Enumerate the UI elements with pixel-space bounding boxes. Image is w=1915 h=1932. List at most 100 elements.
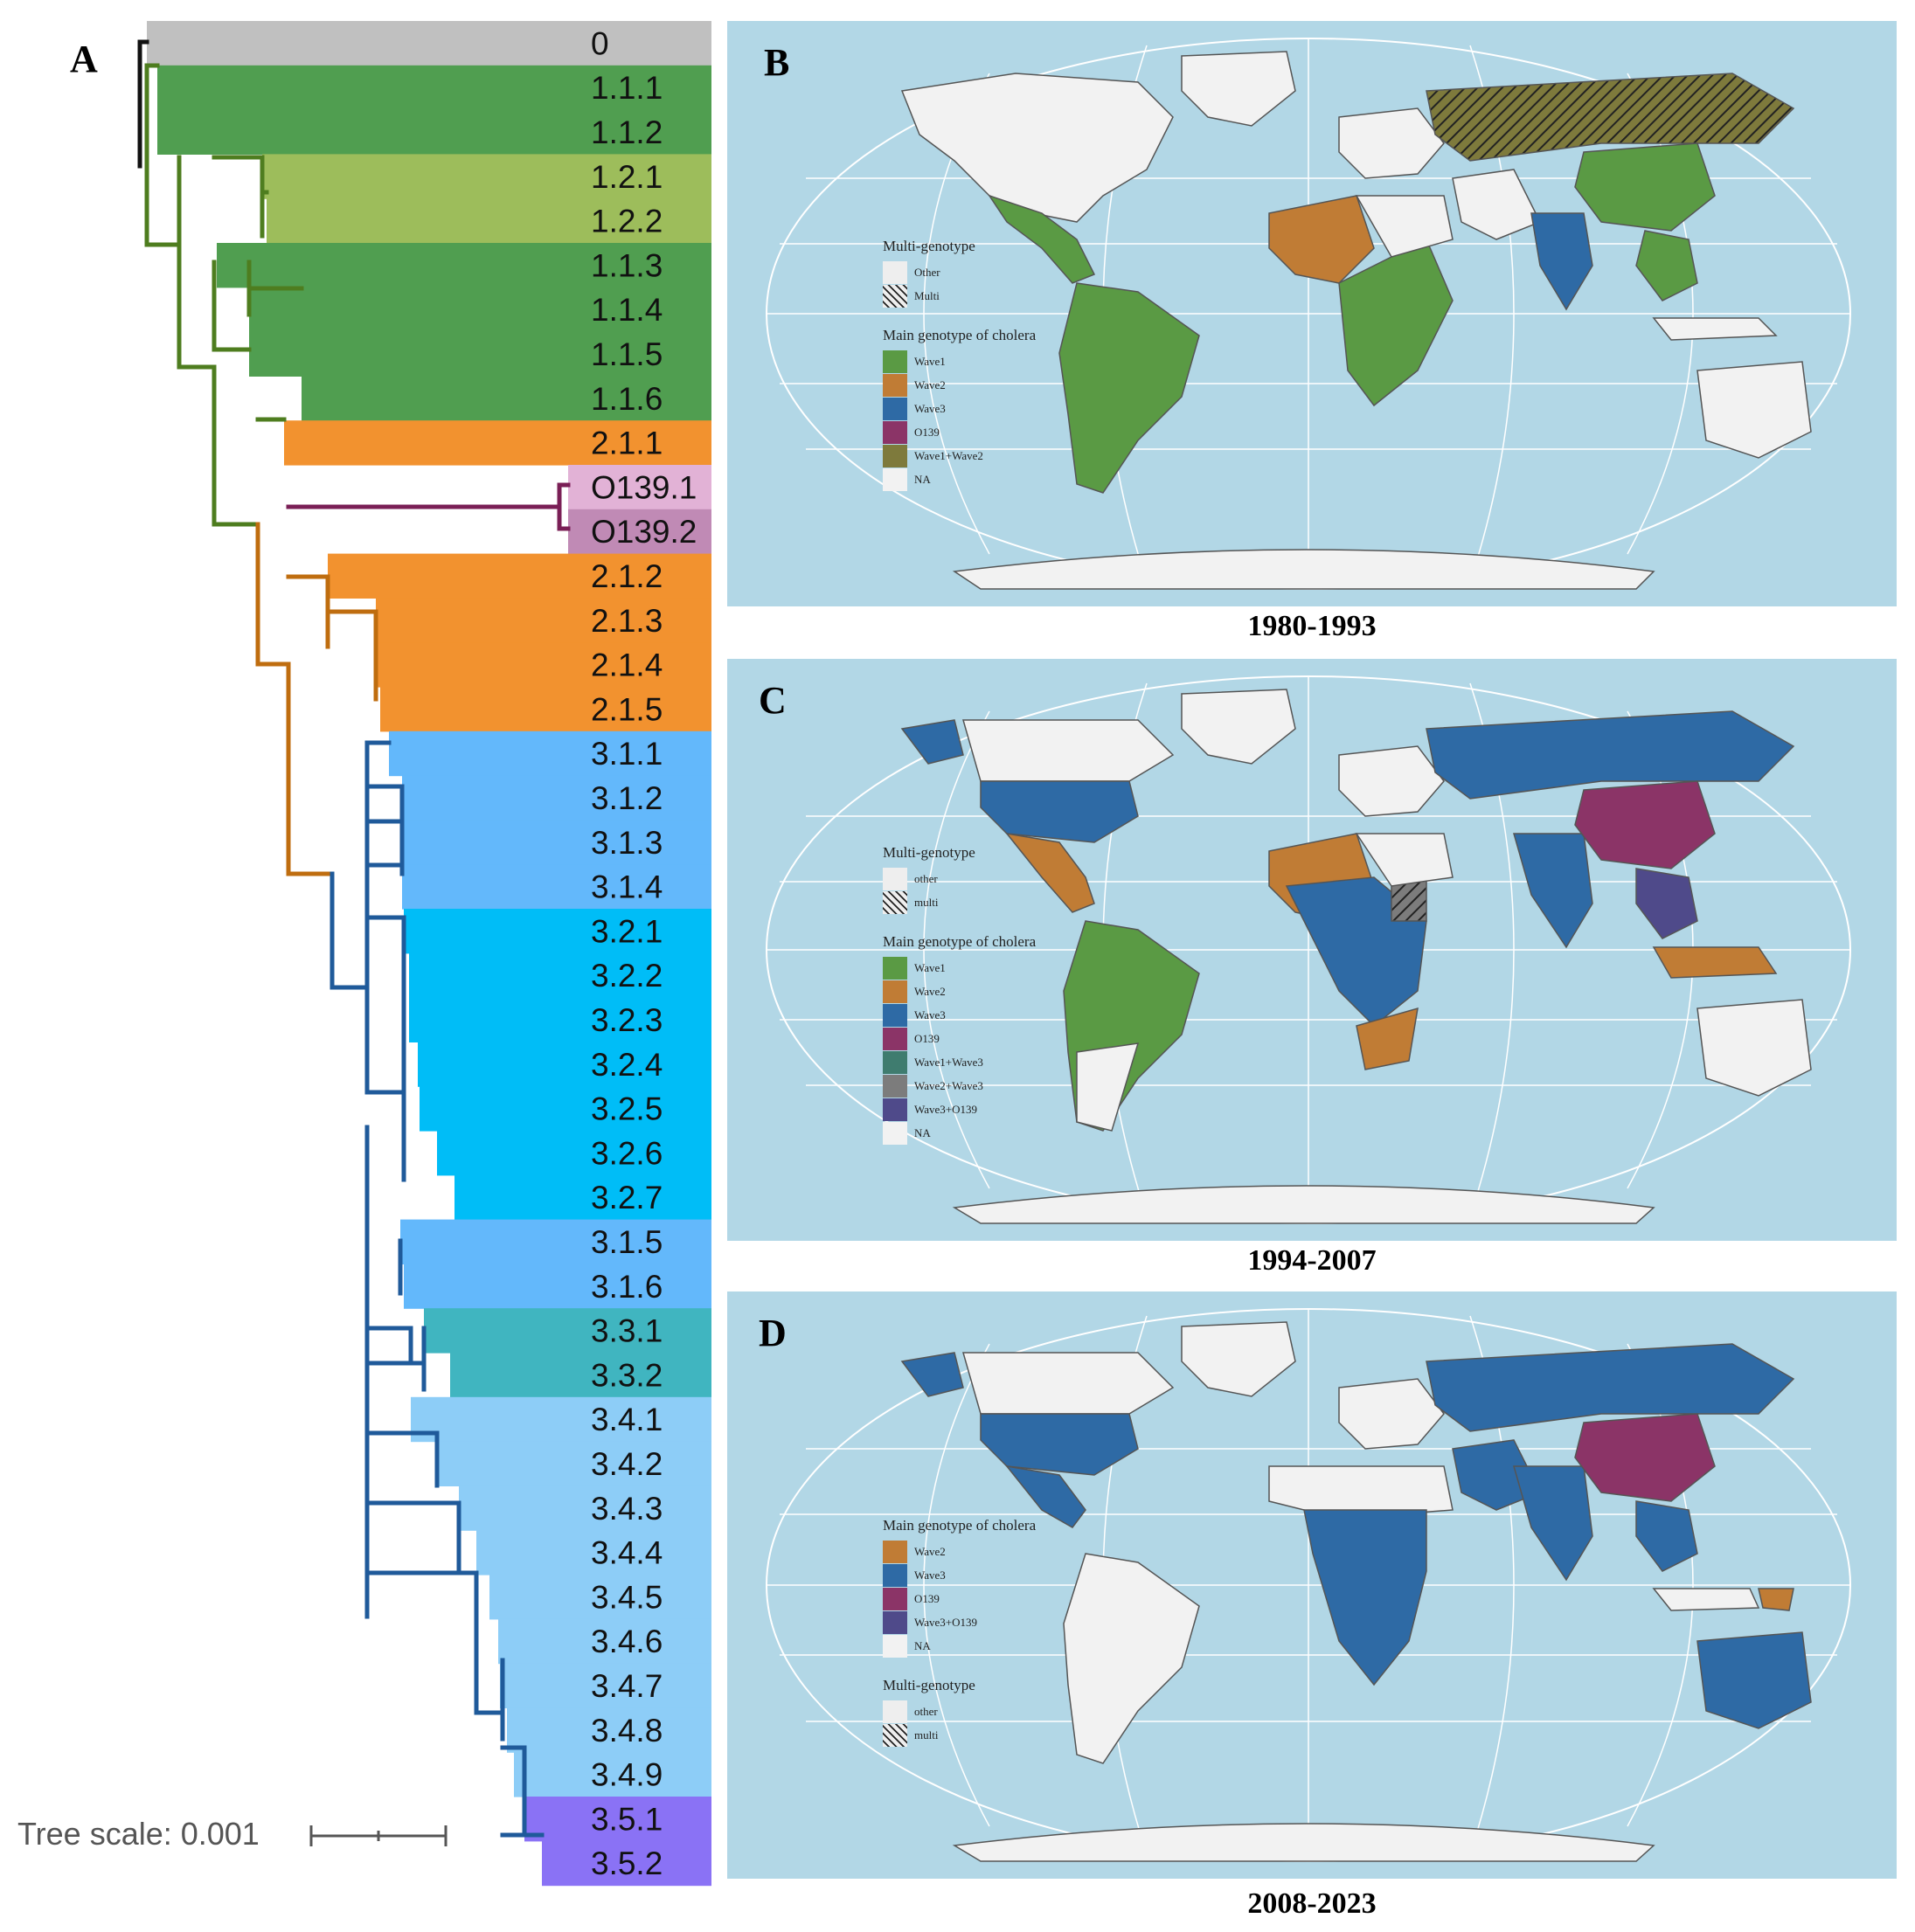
greenland bbox=[1181, 689, 1296, 765]
africa-south bbox=[1356, 1007, 1419, 1070]
china bbox=[1574, 780, 1716, 869]
panel-letter-a: A bbox=[70, 38, 98, 80]
tree-branch-root bbox=[137, 39, 149, 169]
clade-band bbox=[476, 1530, 711, 1575]
clade-label: 3.2.1 bbox=[591, 913, 663, 949]
alaska bbox=[900, 1352, 964, 1397]
legend-swatch bbox=[883, 1587, 907, 1610]
legend-label: NA bbox=[914, 472, 931, 486]
legend-label: Other bbox=[914, 265, 940, 279]
clade-band bbox=[404, 1264, 711, 1309]
legend-label: Wave3 bbox=[914, 1008, 946, 1021]
clade-band bbox=[498, 1618, 711, 1665]
clade-band bbox=[409, 997, 711, 1042]
legend-b-multi-row-0: Other bbox=[883, 260, 1036, 284]
clade-label: 3.4.2 bbox=[591, 1446, 663, 1482]
clade-label: 1.2.2 bbox=[591, 204, 663, 239]
tree-branch-wave3 bbox=[330, 740, 545, 1838]
clade-band bbox=[328, 553, 711, 599]
middle-east bbox=[1452, 169, 1542, 240]
clade-label: 1.2.1 bbox=[591, 159, 663, 195]
clade-label: 0 bbox=[591, 25, 609, 61]
legend-swatch bbox=[883, 260, 907, 284]
clade-band bbox=[402, 820, 711, 865]
mexico bbox=[1005, 1465, 1086, 1528]
legend-d-main: Main genotype of cholera Wave2 Wave3 O139 W… bbox=[883, 1517, 1036, 1658]
clade-band bbox=[402, 864, 711, 910]
clade-band bbox=[454, 1174, 711, 1221]
world-map-b bbox=[766, 38, 1851, 590]
legend-swatch-hatch bbox=[883, 1723, 907, 1747]
clade-band bbox=[157, 65, 711, 111]
clade-band bbox=[437, 1131, 711, 1176]
clade-band bbox=[568, 509, 711, 555]
alaska bbox=[900, 719, 964, 765]
legend-c-main-row-5: Wave2+Wave3 bbox=[883, 1074, 1036, 1098]
legend-d-main-row-3: Wave3+O139 bbox=[883, 1610, 1036, 1634]
map-panel-d: D Main genotype of cholera Wave2 Wave3 O13… bbox=[727, 1291, 1897, 1879]
clade-label: O139.2 bbox=[591, 514, 697, 550]
legend-swatch-hatch bbox=[883, 890, 907, 914]
legend-swatch bbox=[883, 1050, 907, 1074]
legend-d-main-row-1: Wave3 bbox=[883, 1563, 1036, 1587]
map-panel-b: B Multi-genotype Other Multi Main genoty… bbox=[727, 21, 1897, 606]
legend-swatch bbox=[883, 980, 907, 1003]
legend-d-main-row-0: Wave2 bbox=[883, 1540, 1036, 1563]
legend-swatch-hatch bbox=[883, 284, 907, 308]
legend-label: multi bbox=[914, 895, 939, 909]
clade-band bbox=[404, 909, 711, 954]
southeast-asia bbox=[1635, 868, 1698, 939]
clade-label: 2.1.5 bbox=[591, 691, 663, 727]
africa-west bbox=[1268, 195, 1375, 284]
africa-sub-saharan bbox=[1303, 1509, 1427, 1686]
clade-label: 3.2.6 bbox=[591, 1135, 663, 1171]
antarctica bbox=[952, 1185, 1655, 1224]
clade-label: 3.1.1 bbox=[591, 736, 663, 772]
indonesia bbox=[1652, 946, 1778, 979]
clade-label: 3.1.3 bbox=[591, 825, 663, 861]
clade-label: 3.4.4 bbox=[591, 1535, 663, 1571]
australia bbox=[1696, 999, 1812, 1097]
legend-d-multi: Multi-genotype other multi bbox=[883, 1677, 1036, 1747]
clade-band bbox=[507, 1707, 711, 1753]
clade-band bbox=[489, 1575, 711, 1620]
southeast-asia bbox=[1635, 1500, 1698, 1572]
legend-label: Wave3+O139 bbox=[914, 1102, 977, 1116]
legend-label: Wave3 bbox=[914, 401, 946, 415]
legend-label: O139 bbox=[914, 1591, 940, 1605]
panel-letter-b: B bbox=[764, 41, 790, 84]
legend-c-main-row-3: O139 bbox=[883, 1027, 1036, 1050]
clade-band bbox=[450, 1353, 711, 1398]
legend-b-main-row-4: Wave1+Wave2 bbox=[883, 444, 1036, 467]
clade-label: 3.1.4 bbox=[591, 869, 663, 905]
tree-branch-o139 bbox=[286, 482, 571, 531]
clade-band bbox=[459, 1485, 711, 1531]
clade-bands bbox=[147, 21, 711, 1887]
clade-band bbox=[157, 109, 711, 155]
legend-swatch bbox=[883, 467, 907, 491]
clade-band bbox=[409, 952, 711, 999]
clade-label: 3.4.9 bbox=[591, 1757, 663, 1793]
clade-band bbox=[514, 1752, 711, 1797]
china bbox=[1574, 1413, 1716, 1502]
legend-c: Multi-genotype other multi Main genotype… bbox=[883, 844, 1036, 1164]
europe bbox=[1338, 1378, 1445, 1450]
legend-d-multi-row-1: multi bbox=[883, 1723, 1036, 1747]
clade-band bbox=[420, 1086, 711, 1132]
legend-swatch bbox=[883, 1098, 907, 1121]
legend-swatch bbox=[883, 1074, 907, 1098]
clade-band bbox=[302, 376, 711, 421]
clade-band bbox=[542, 1840, 711, 1887]
legend-b-main-title: Main genotype of cholera bbox=[883, 327, 1037, 343]
australia bbox=[1696, 1631, 1812, 1729]
clade-band bbox=[524, 1797, 711, 1842]
legend-swatch bbox=[883, 373, 907, 397]
legend-label: Wave1+Wave2 bbox=[914, 448, 983, 462]
africa-north bbox=[1355, 195, 1454, 258]
clade-label: 3.2.5 bbox=[591, 1091, 663, 1127]
clade-labels: 0 1.1.1 1.1.2 1.2.1 1.2.2 1.1.3 1.1.4 1.1.5 1.1.… bbox=[591, 25, 697, 1881]
legend-label: Wave2 bbox=[914, 377, 946, 391]
legend-label: Wave2 bbox=[914, 984, 946, 998]
clade-label: 3.2.4 bbox=[591, 1047, 663, 1083]
clade-band bbox=[424, 1308, 711, 1354]
